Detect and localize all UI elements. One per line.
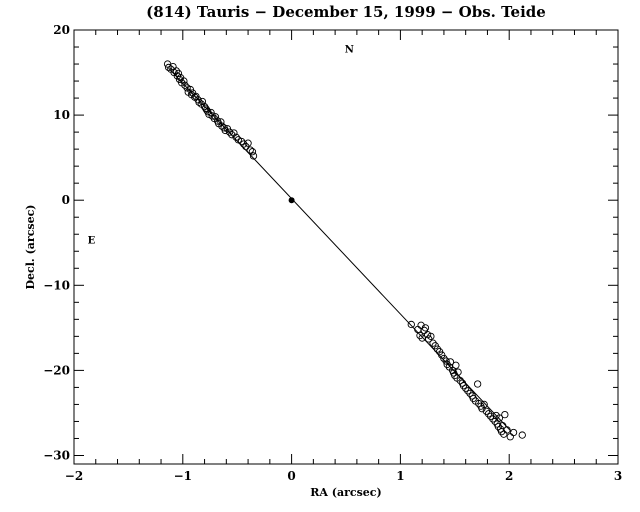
y-tick-label: 0 bbox=[62, 193, 70, 207]
north-marker: N bbox=[345, 45, 354, 56]
data-point bbox=[421, 324, 430, 332]
data-point bbox=[416, 331, 424, 340]
data-point bbox=[180, 77, 188, 85]
data-point bbox=[172, 67, 180, 75]
data-point bbox=[473, 380, 482, 388]
data-point bbox=[506, 433, 514, 441]
data-point bbox=[225, 128, 234, 136]
data-point bbox=[217, 118, 225, 126]
data-point bbox=[207, 108, 215, 117]
data-point bbox=[480, 400, 488, 409]
data-point bbox=[487, 412, 495, 420]
plot-frame bbox=[73, 29, 619, 465]
primary-point bbox=[288, 197, 295, 204]
data-point bbox=[244, 139, 252, 147]
x-axis-label: RA (arcsec) bbox=[310, 486, 381, 499]
data-point bbox=[240, 140, 248, 148]
x-tick-label: −2 bbox=[65, 469, 83, 483]
data-point bbox=[495, 414, 504, 422]
data-point bbox=[501, 410, 509, 419]
data-point bbox=[440, 354, 448, 363]
data-point bbox=[499, 422, 507, 430]
data-point bbox=[249, 152, 258, 160]
data-point bbox=[452, 361, 460, 369]
data-point bbox=[464, 387, 472, 395]
data-point bbox=[459, 382, 468, 390]
data-point bbox=[433, 345, 442, 353]
data-point bbox=[469, 394, 477, 403]
data-point bbox=[237, 137, 246, 146]
data-point bbox=[484, 410, 493, 418]
east-marker: E bbox=[88, 235, 96, 246]
data-point bbox=[195, 98, 203, 106]
data-point bbox=[211, 113, 220, 121]
data-points bbox=[163, 60, 526, 441]
data-point bbox=[456, 376, 464, 385]
y-tick-label: 20 bbox=[53, 23, 70, 37]
data-point bbox=[518, 431, 526, 439]
data-point bbox=[482, 407, 491, 415]
data-point bbox=[230, 129, 238, 137]
data-point bbox=[509, 428, 518, 437]
data-point bbox=[429, 339, 437, 347]
data-point bbox=[165, 63, 173, 72]
x-tick-label: 0 bbox=[287, 469, 295, 483]
data-point bbox=[503, 426, 511, 434]
data-point bbox=[181, 81, 189, 89]
data-point bbox=[454, 368, 462, 376]
data-point bbox=[466, 389, 474, 398]
x-tick-label: 1 bbox=[396, 469, 404, 483]
data-point bbox=[407, 320, 415, 329]
data-point bbox=[221, 126, 229, 135]
chart-title: (814) Tauris − December 15, 1999 − Obs. … bbox=[146, 3, 546, 21]
data-point bbox=[425, 335, 433, 343]
y-tick-label: −20 bbox=[43, 363, 70, 377]
y-tick-label: 10 bbox=[53, 108, 70, 122]
data-point bbox=[203, 106, 211, 114]
data-point bbox=[198, 97, 207, 106]
fit-line bbox=[168, 67, 512, 433]
data-point bbox=[246, 146, 254, 154]
y-tick-label: −30 bbox=[43, 448, 70, 462]
data-point bbox=[427, 332, 435, 341]
data-point bbox=[248, 148, 257, 156]
x-tick-label: 3 bbox=[614, 469, 622, 483]
data-point bbox=[208, 112, 216, 120]
data-point bbox=[232, 133, 240, 141]
y-tick-label: −10 bbox=[43, 278, 70, 292]
data-point bbox=[228, 131, 236, 139]
data-point bbox=[478, 405, 486, 413]
x-tick-label: −1 bbox=[174, 469, 192, 483]
x-tick-label: 2 bbox=[505, 469, 513, 483]
data-point bbox=[462, 384, 470, 392]
data-point bbox=[442, 357, 450, 365]
y-axis-label: Decl. (arcsec) bbox=[24, 205, 37, 290]
data-point bbox=[417, 321, 425, 329]
data-point bbox=[475, 399, 483, 408]
data-point bbox=[494, 422, 502, 431]
data-point bbox=[446, 358, 455, 366]
